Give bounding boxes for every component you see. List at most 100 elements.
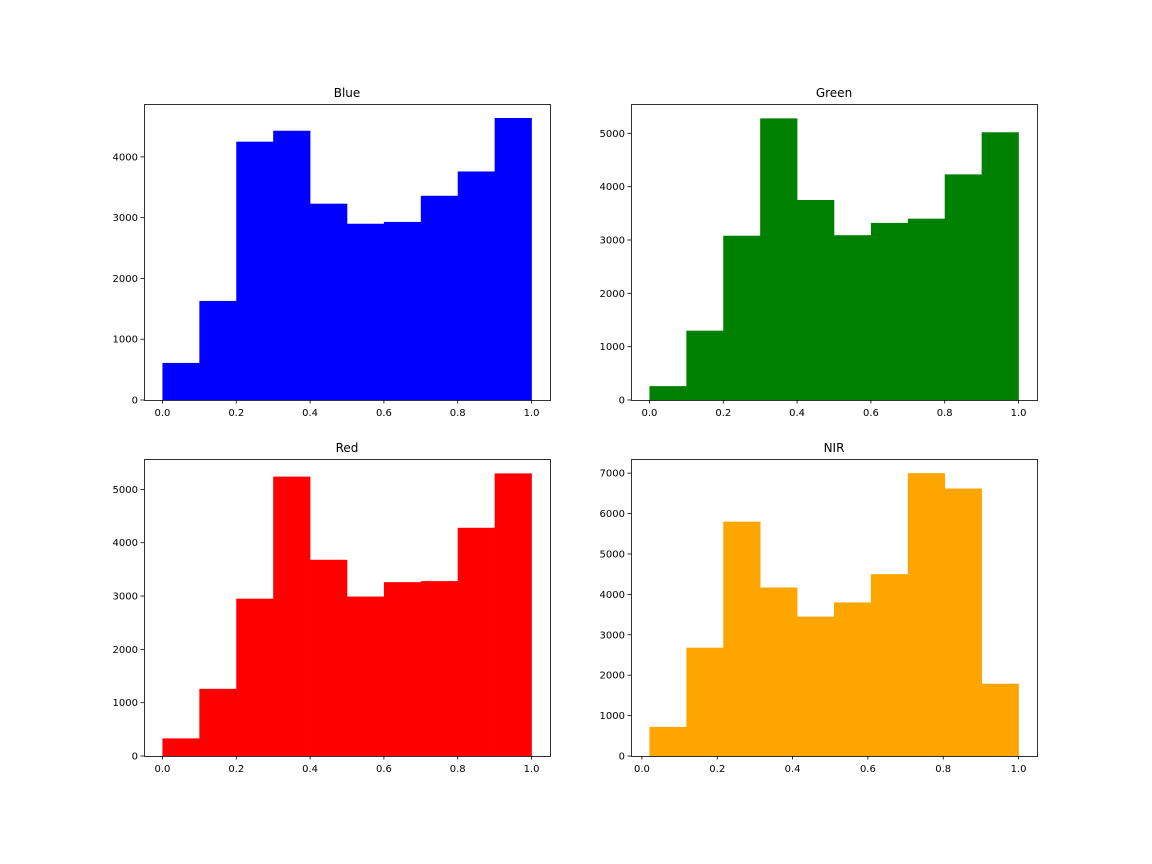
subplot-green: 0.0 0.2 0.4 0.6 0.8 1.0 0 1000 2000 3000 4000 5000 G… xyxy=(600,86,1038,419)
x-axis-blue: 0.0 0.2 0.4 0.6 0.8 1.0 xyxy=(155,400,540,419)
bar-nir-5 xyxy=(834,602,872,756)
x-tick-label-blue-4: 0.8 xyxy=(450,408,466,419)
y-tick-label-green-5: 5000 xyxy=(600,129,625,140)
subplot-title-blue: Blue xyxy=(334,86,361,100)
subplot-nir: 0.0 0.2 0.4 0.6 0.8 1.0 0 1000 2000 3000 4000 5000 6… xyxy=(600,441,1038,775)
y-tick-label-blue-3: 3000 xyxy=(113,213,138,224)
y-tick-label-green-1: 1000 xyxy=(600,342,625,353)
bar-blue-3 xyxy=(273,130,311,401)
x-tick-label-red-4: 0.8 xyxy=(450,764,466,775)
x-tick-label-blue-1: 0.2 xyxy=(228,408,244,419)
x-tick-label-blue-0: 0.0 xyxy=(155,408,171,419)
bar-nir-8 xyxy=(944,488,982,756)
x-tick-label-nir-1: 0.2 xyxy=(709,764,725,775)
bar-red-5 xyxy=(347,596,385,756)
subplot-title-nir: NIR xyxy=(824,441,845,455)
x-tick-label-green-5: 1.0 xyxy=(1011,408,1027,419)
x-tick-label-green-1: 0.2 xyxy=(715,408,731,419)
bar-blue-7 xyxy=(420,195,459,400)
axes-frame-red xyxy=(144,459,551,757)
bar-red-6 xyxy=(383,582,422,756)
x-tick-label-red-3: 0.6 xyxy=(376,764,392,775)
bar-green-6 xyxy=(870,222,909,400)
bar-green-7 xyxy=(907,218,946,400)
x-axis-nir: 0.0 0.2 0.4 0.6 0.8 1.0 xyxy=(634,756,1026,775)
bars-blue xyxy=(162,117,532,401)
y-tick-label-red-4: 4000 xyxy=(113,538,138,549)
bar-blue-8 xyxy=(457,171,495,400)
y-tick-label-blue-0: 0 xyxy=(132,396,138,407)
bar-nir-3 xyxy=(760,587,798,756)
bar-blue-6 xyxy=(383,221,422,400)
y-tick-label-nir-3: 3000 xyxy=(600,630,625,641)
bar-blue-9 xyxy=(494,117,532,400)
y-tick-label-nir-2: 2000 xyxy=(600,671,625,682)
y-tick-label-nir-4: 4000 xyxy=(600,590,625,601)
x-tick-label-green-4: 0.8 xyxy=(937,408,953,419)
bar-red-8 xyxy=(457,527,495,756)
bar-nir-7 xyxy=(907,473,946,756)
x-tick-label-blue-5: 1.0 xyxy=(524,408,540,419)
x-tick-label-green-2: 0.4 xyxy=(789,408,805,419)
y-tick-label-red-0: 0 xyxy=(132,752,138,763)
bar-green-9 xyxy=(981,132,1019,400)
y-axis-red: 0 1000 2000 3000 4000 5000 xyxy=(113,485,144,763)
axes-frame-nir xyxy=(631,459,1038,757)
y-tick-label-blue-4: 4000 xyxy=(113,152,138,163)
x-axis-red: 0.0 0.2 0.4 0.6 0.8 1.0 xyxy=(155,756,540,775)
x-tick-label-blue-2: 0.4 xyxy=(302,408,318,419)
y-tick-label-green-0: 0 xyxy=(619,396,625,407)
y-tick-label-red-5: 5000 xyxy=(113,485,138,496)
x-tick-label-red-5: 1.0 xyxy=(524,764,540,775)
bar-red-3 xyxy=(273,476,311,756)
y-tick-label-red-1: 1000 xyxy=(113,698,138,709)
y-tick-label-red-2: 2000 xyxy=(113,645,138,656)
bar-red-0 xyxy=(162,738,200,756)
bar-red-4 xyxy=(310,559,348,756)
y-tick-label-nir-5: 5000 xyxy=(600,549,625,560)
y-tick-label-nir-0: 0 xyxy=(619,752,625,763)
bars-green xyxy=(649,118,1019,401)
y-tick-label-nir-7: 7000 xyxy=(600,469,625,480)
x-tick-label-blue-3: 0.6 xyxy=(376,408,392,419)
bar-blue-4 xyxy=(310,203,348,400)
bar-nir-4 xyxy=(797,616,835,756)
x-axis-green: 0.0 0.2 0.4 0.6 0.8 1.0 xyxy=(642,400,1027,419)
subplot-title-red: Red xyxy=(336,441,359,455)
bar-nir-2 xyxy=(723,521,761,756)
y-tick-label-nir-6: 6000 xyxy=(600,509,625,520)
y-tick-label-blue-1: 1000 xyxy=(113,335,138,346)
bar-green-2 xyxy=(723,235,761,400)
y-tick-label-red-3: 3000 xyxy=(113,592,138,603)
x-tick-label-nir-3: 0.6 xyxy=(860,764,876,775)
bar-green-4 xyxy=(797,200,835,400)
bar-nir-0 xyxy=(649,726,687,756)
bar-blue-1 xyxy=(199,300,237,400)
x-tick-label-nir-4: 0.8 xyxy=(935,764,951,775)
bar-red-7 xyxy=(420,581,459,756)
subplot-red: 0.0 0.2 0.4 0.6 0.8 1.0 0 1000 2000 3000 4000 5000 R… xyxy=(113,441,551,775)
axes-frame-blue xyxy=(144,104,551,401)
y-axis-green: 0 1000 2000 3000 4000 5000 xyxy=(600,129,631,407)
y-axis-blue: 0 1000 2000 3000 4000 xyxy=(113,152,144,407)
bar-nir-6 xyxy=(870,574,909,756)
x-tick-label-red-2: 0.4 xyxy=(302,764,318,775)
bar-nir-1 xyxy=(686,647,724,756)
y-tick-label-nir-1: 1000 xyxy=(600,711,625,722)
bar-green-0 xyxy=(649,386,687,400)
bar-green-8 xyxy=(944,174,982,400)
y-tick-label-blue-2: 2000 xyxy=(113,274,138,285)
bars-red xyxy=(162,473,532,756)
y-axis-nir: 0 1000 2000 3000 4000 5000 6000 7000 xyxy=(600,469,631,763)
y-tick-label-green-4: 4000 xyxy=(600,182,625,193)
subplot-blue: 0.0 0.2 0.4 0.6 0.8 1.0 0 1000 2000 3000 4000 Blue xyxy=(113,86,551,419)
x-tick-label-green-0: 0.0 xyxy=(642,408,658,419)
x-tick-label-red-0: 0.0 xyxy=(155,764,171,775)
bar-green-5 xyxy=(834,235,872,400)
bar-nir-9 xyxy=(981,683,1019,756)
bar-red-1 xyxy=(199,688,237,756)
bar-green-3 xyxy=(760,118,798,401)
bar-red-2 xyxy=(236,598,274,756)
axes-frame-green xyxy=(631,104,1038,401)
